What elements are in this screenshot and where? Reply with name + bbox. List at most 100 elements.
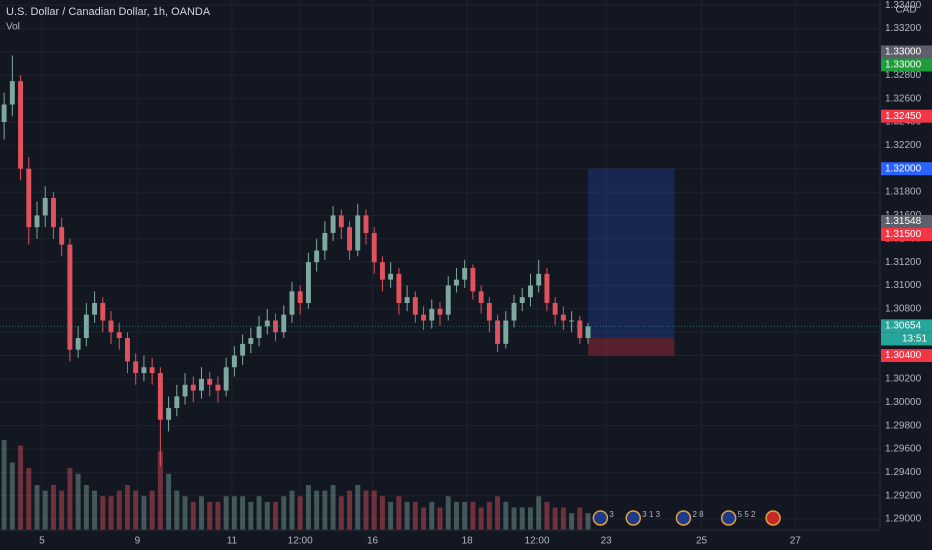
stop-zone <box>588 338 675 356</box>
y-tick-label: 1.31200 <box>885 257 922 268</box>
y-tick-label: 1.30200 <box>885 374 922 385</box>
price-badge-label: 1.31500 <box>885 229 922 240</box>
candle-body <box>585 326 591 339</box>
candle-body <box>453 279 459 286</box>
volume-bar <box>421 507 427 530</box>
candle-body <box>322 232 328 251</box>
volume-bar <box>215 501 221 530</box>
volume-bar <box>330 485 336 530</box>
volume-bar <box>453 501 459 530</box>
volume-bar <box>470 501 476 530</box>
candle-body <box>264 320 270 327</box>
price-badge <box>881 162 932 176</box>
volume-bar <box>207 501 213 530</box>
candle-body <box>116 332 122 339</box>
volume-bar <box>462 501 468 530</box>
volume-bar <box>585 513 591 530</box>
candle-body <box>75 338 81 350</box>
candle-body <box>486 303 492 321</box>
y-tick-label: 1.29000 <box>885 514 922 525</box>
volume-bar <box>34 485 40 530</box>
volume-bar <box>273 501 278 530</box>
volume-bar <box>544 501 550 530</box>
volume-bar <box>240 496 246 530</box>
volume-bar <box>486 501 492 530</box>
candle-body <box>166 408 172 420</box>
volume-bar <box>141 496 147 530</box>
candle-body <box>59 227 65 245</box>
candle-body <box>347 227 352 251</box>
event-icon <box>592 510 609 526</box>
candle-body <box>273 320 278 333</box>
candle-body <box>92 303 98 315</box>
event-count: 3 <box>609 510 614 519</box>
volume-bar <box>314 490 320 530</box>
candle-body <box>215 384 221 391</box>
countdown-badge <box>881 332 932 346</box>
volume-bar <box>536 496 542 530</box>
volume-bar <box>412 501 418 530</box>
candle-body <box>141 367 147 374</box>
price-badge <box>881 228 932 242</box>
candle-body <box>437 308 443 315</box>
candle-body <box>536 273 542 286</box>
y-tick-label: 1.29200 <box>885 490 922 501</box>
y-tick-label: 1.29400 <box>885 467 922 478</box>
candle-body <box>503 320 509 344</box>
candle-body <box>182 384 188 397</box>
price-badge <box>881 319 932 333</box>
candle-body <box>355 215 361 251</box>
x-tick-label: 9 <box>135 536 141 547</box>
candle-body <box>577 320 583 339</box>
volume-label: Vol <box>6 22 20 33</box>
candle-body <box>388 273 394 280</box>
volume-bar <box>59 490 65 530</box>
volume-bar <box>560 507 566 530</box>
candle-body <box>50 197 56 228</box>
candle-body <box>429 308 435 321</box>
volume-bar <box>1 440 7 530</box>
y-tick-label: 1.32200 <box>885 140 922 151</box>
candle-body <box>511 303 517 321</box>
volume-bar <box>199 496 204 530</box>
volume-bar <box>67 468 73 530</box>
volume-bar <box>108 496 114 530</box>
price-badge <box>881 349 932 363</box>
candle-body <box>207 378 213 385</box>
volume-bar <box>83 485 89 530</box>
y-tick-label: 1.29600 <box>885 444 922 455</box>
volume-bar <box>166 473 172 530</box>
x-tick-label: 12:00 <box>525 536 550 547</box>
x-tick-label: 5 <box>39 536 45 547</box>
candle-body <box>174 396 180 409</box>
x-tick-label: 18 <box>462 536 474 547</box>
volume-bar <box>347 490 352 530</box>
volume-bar <box>322 490 328 530</box>
volume-bar <box>511 507 517 530</box>
price-badge-label: 1.30654 <box>885 321 922 332</box>
candle-body <box>462 267 468 280</box>
volume-bar <box>445 496 451 530</box>
volume-bar <box>519 507 525 530</box>
volume-bar <box>149 490 155 530</box>
price-badge-label: 1.33000 <box>885 47 922 58</box>
event-icon <box>765 510 781 526</box>
candle-body <box>528 285 533 298</box>
volume-bar <box>528 507 533 530</box>
candle-body <box>421 314 427 321</box>
candle-body <box>379 262 385 280</box>
price-badge <box>881 215 932 229</box>
y-tick-label: 1.29800 <box>885 420 922 431</box>
x-tick-label: 16 <box>367 536 379 547</box>
x-tick-label: 25 <box>696 536 708 547</box>
volume-bar <box>26 468 32 530</box>
candle-body <box>305 262 311 304</box>
candle-body <box>199 378 204 391</box>
candle-body <box>330 215 336 233</box>
volume-bar <box>223 496 229 530</box>
y-tick-label: 1.32600 <box>885 93 922 104</box>
price-badge <box>881 109 932 123</box>
event-icon <box>675 510 692 526</box>
y-tick-label: 1.33200 <box>885 23 922 34</box>
volume-bar <box>503 501 509 530</box>
